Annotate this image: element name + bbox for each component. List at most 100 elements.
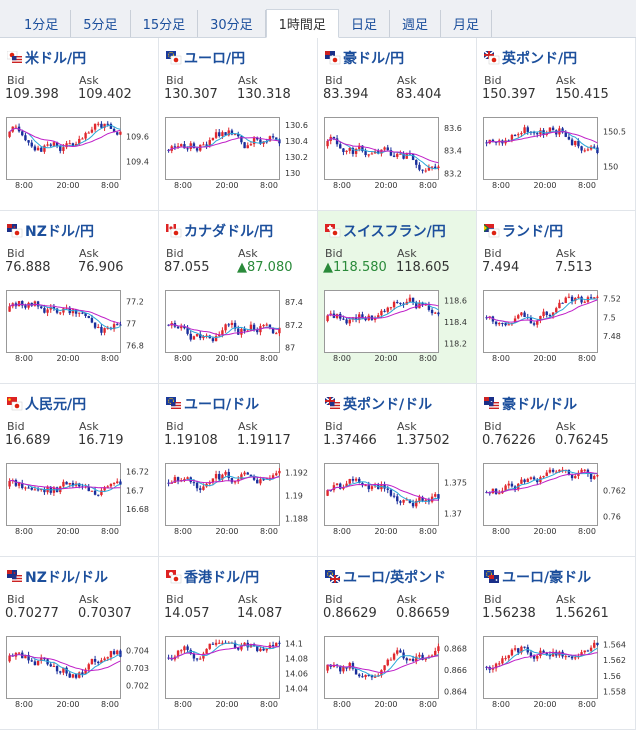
candle-body [119, 481, 122, 485]
mini-chart[interactable]: 0.868 0.866 0.864 8:00 20:00 8:00 [324, 636, 473, 708]
candle-body [364, 318, 367, 321]
tab-1[interactable]: 5分足 [71, 10, 131, 37]
candle-body [195, 658, 199, 660]
pair-title-link[interactable]: ユーロ/ドル [166, 394, 259, 414]
mini-chart[interactable]: 150.5 150 8:00 20:00 8:00 [483, 117, 632, 189]
rate-card[interactable]: 豪ドル/円 Bid Ask 83.394 83.404 83.6 83.4 83.2… [318, 38, 477, 211]
pair-title-link[interactable]: スイスフラン/円 [325, 221, 446, 241]
tab-3[interactable]: 30分足 [198, 10, 266, 37]
pair-title-link[interactable]: 豪ドル/ドル [484, 394, 577, 414]
pair-title-link[interactable]: ユーロ/円 [166, 48, 245, 68]
candle-body [97, 123, 100, 125]
candle-body [536, 320, 539, 325]
pair-title-link[interactable]: ユーロ/豪ドル [484, 567, 591, 587]
bid-value: 16.689 [5, 433, 51, 448]
candle-body [87, 486, 90, 492]
pair-title-link[interactable]: NZドル/円 [7, 221, 94, 241]
candle-body [195, 482, 199, 489]
rate-card[interactable]: ユーロ/英ポンド Bid Ask 0.86629 0.86659 0.868 0.… [318, 557, 477, 730]
tab-4[interactable]: 1時間足 [265, 9, 339, 38]
mini-chart[interactable]: 0.762 0.76 8:00 20:00 8:00 [483, 463, 632, 535]
candle-body [252, 644, 256, 647]
rate-card[interactable]: 香港ドル/円 Bid Ask 14.057 14.087 14.1 14.08 14… [159, 557, 318, 730]
candle-body [68, 143, 71, 145]
candle-body [517, 648, 520, 653]
x-tick-label: 8:00 [101, 527, 119, 535]
rate-card[interactable]: 人民元/円 Bid Ask 16.689 16.719 16.72 16.7 16.… [0, 384, 159, 557]
rate-card[interactable]: 米ドル/円 Bid Ask 109.398 109.402 109.6 109.4… [0, 38, 159, 211]
rate-card[interactable]: カナダドル/円 Bid Ask 87.055 ▲87.080 87.4 87.2 8… [159, 211, 318, 384]
tab-2[interactable]: 15分足 [131, 10, 199, 37]
mini-chart[interactable]: 1.375 1.37 8:00 20:00 8:00 [324, 463, 473, 535]
pair-title-link[interactable]: 米ドル/円 [6, 48, 86, 68]
mini-chart[interactable]: 7.52 7.5 7.48 8:00 20:00 8:00 [483, 290, 632, 362]
candle-body [199, 488, 202, 490]
pair-title-link[interactable]: 英ポンド/円 [483, 48, 577, 68]
tab-6[interactable]: 週足 [390, 10, 441, 37]
pair-title-link[interactable]: 英ポンド/ドル [324, 394, 432, 414]
rate-card[interactable]: ユーロ/ドル Bid Ask 1.19108 1.19117 1.192 1.19… [159, 384, 318, 557]
rate-card[interactable]: NZドル/ドル Bid Ask 0.70277 0.70307 0.704 0.7… [0, 557, 159, 730]
candle-body [415, 656, 418, 662]
candle-body [24, 305, 27, 308]
rate-card[interactable]: スイスフラン/円 Bid Ask ▲118.580 118.605 118.6 1… [318, 211, 477, 384]
ask-label: Ask [556, 247, 576, 260]
pair-title-link[interactable]: 豪ドル/円 [325, 48, 404, 68]
candle-body [402, 499, 405, 503]
candle-body [192, 482, 196, 484]
pair-title-link[interactable]: 香港ドル/円 [166, 567, 259, 587]
pair-title-link[interactable]: ランド/円 [484, 221, 563, 241]
mini-chart[interactable]: 14.1 14.08 14.06 14.04 8:00 20:00 8:00 [165, 636, 314, 708]
candle-body [408, 658, 412, 661]
candle-chart: 150.5 150 8:00 20:00 8:00 [483, 117, 626, 189]
rate-card[interactable]: 豪ドル/ドル Bid Ask 0.76226 0.76245 0.762 0.76… [477, 384, 636, 557]
candle-body [545, 311, 548, 315]
candle-body [116, 324, 119, 326]
tab-0[interactable]: 1分足 [12, 10, 72, 37]
pair-title-link[interactable]: ユーロ/英ポンド [325, 567, 446, 587]
mini-chart[interactable]: 109.6 109.4 8:00 20:00 8:00 [6, 117, 155, 189]
candle-body [405, 658, 408, 661]
tab-7[interactable]: 月足 [441, 10, 492, 37]
rate-card[interactable]: 英ポンド/ドル Bid Ask 1.37466 1.37502 1.375 1.3… [318, 384, 477, 557]
rate-card[interactable]: NZドル/円 Bid Ask 76.888 76.906 77.2 77 76.8 8… [0, 211, 159, 384]
bid-value: 0.86629 [323, 606, 377, 621]
candle-body [539, 316, 542, 321]
pair-title-link[interactable]: NZドル/ドル [7, 567, 108, 587]
mini-chart[interactable]: 118.6 118.4 118.2 8:00 20:00 8:00 [324, 290, 473, 362]
candle-body [437, 166, 440, 169]
ask-value: 0.76245 [555, 433, 609, 448]
rate-card[interactable]: ユーロ/豪ドル Bid Ask 1.56238 1.56261 1.564 1.5… [477, 557, 636, 730]
candle-body [8, 655, 11, 662]
x-tick-label: 8:00 [578, 527, 596, 535]
pair-name: カナダドル/円 [184, 224, 274, 240]
candle-body [176, 326, 180, 329]
tab-5[interactable]: 日足 [339, 10, 390, 37]
candle-body [243, 642, 246, 646]
candle-chart: 130.6 130.4 130.2 130 8:00 20:00 8:00 [165, 117, 308, 189]
rate-card[interactable]: ランド/円 Bid Ask 7.494 7.513 7.52 7.5 7.48 8:0… [477, 211, 636, 384]
candle-body [332, 485, 336, 491]
rate-card[interactable]: 英ポンド/円 Bid Ask 150.397 150.415 150.5 150 8… [477, 38, 636, 211]
candle-body [589, 647, 593, 651]
mini-chart[interactable]: 1.192 1.19 1.188 8:00 20:00 8:00 [165, 463, 314, 535]
mini-chart[interactable]: 87.4 87.2 87 8:00 20:00 8:00 [165, 290, 314, 362]
pair-title-link[interactable]: カナダドル/円 [166, 221, 273, 241]
candle-body [252, 324, 256, 330]
ask-label: Ask [556, 74, 576, 87]
mini-chart[interactable]: 0.704 0.703 0.702 8:00 20:00 8:00 [6, 636, 155, 708]
pair-title-link[interactable]: 人民元/円 [7, 394, 86, 414]
mini-chart[interactable]: 1.564 1.562 1.56 1.558 8:00 20:00 8:00 [483, 636, 632, 708]
candle-body [262, 141, 265, 144]
mini-chart[interactable]: 83.6 83.4 83.2 8:00 20:00 8:00 [324, 117, 473, 189]
mini-chart[interactable]: 130.6 130.4 130.2 130 8:00 20:00 8:00 [165, 117, 314, 189]
mini-chart[interactable]: 77.2 77 76.8 8:00 20:00 8:00 [6, 290, 155, 362]
ask-label: Ask [397, 247, 417, 260]
x-tick-label: 20:00 [374, 527, 397, 535]
candle-body [256, 479, 259, 484]
candle-body [358, 145, 361, 150]
mini-chart[interactable]: 16.72 16.7 16.68 8:00 20:00 8:00 [6, 463, 155, 535]
candle-body [71, 309, 75, 314]
candle-body [271, 136, 275, 138]
rate-card[interactable]: ユーロ/円 Bid Ask 130.307 130.318 130.6 130.4… [159, 38, 318, 211]
